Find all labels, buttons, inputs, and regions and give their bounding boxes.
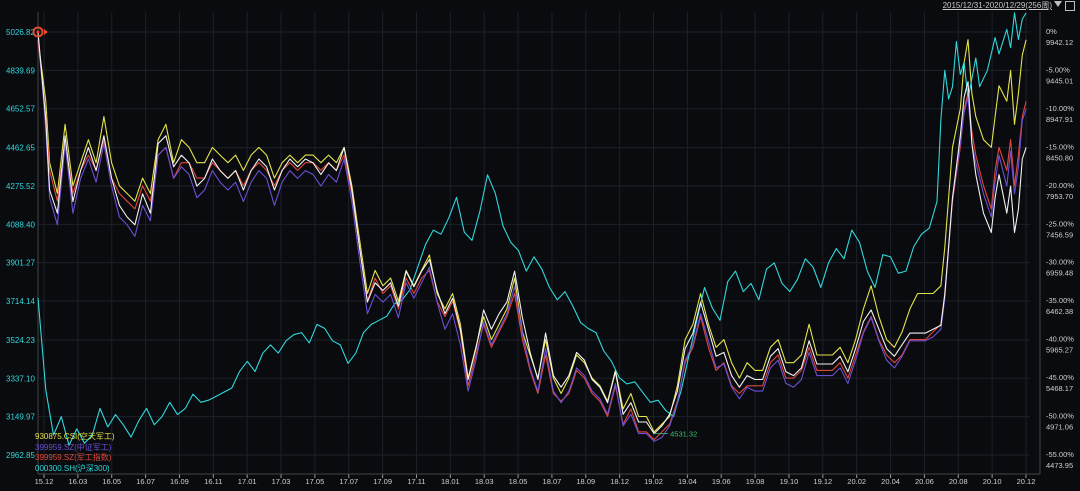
x-tick-label: 15.12 — [35, 477, 54, 486]
series-line — [37, 39, 1027, 441]
x-tick-label: 16.05 — [102, 477, 121, 486]
x-tick-label: 18.05 — [509, 477, 528, 486]
y-left-tick-label: 5026.82 — [6, 28, 35, 37]
x-tick-label: 17.09 — [373, 477, 392, 486]
x-tick-label: 20.02 — [847, 477, 866, 486]
y-right-value-tick: 4473.95 — [1046, 461, 1073, 470]
x-tick-label: 18.09 — [576, 477, 595, 486]
y-right-value-tick: 5468.17 — [1046, 384, 1073, 393]
x-tick-label: 18.03 — [475, 477, 494, 486]
y-right-value-tick: 6462.38 — [1046, 307, 1073, 316]
y-right-pct-tick: -10.00% — [1046, 104, 1074, 113]
y-right-pct-tick: -30.00% — [1046, 258, 1074, 267]
x-tick-label: 19.06 — [712, 477, 731, 486]
y-right-pct-tick: 0% — [1046, 27, 1057, 36]
legend-item: 399959.SZ(中证军工) — [35, 442, 112, 452]
y-left-tick-label: 4275.52 — [6, 182, 35, 191]
y-left-tick-label: 4652.57 — [6, 105, 35, 114]
min-annotation-label: 4531.32 — [670, 430, 697, 439]
y-right-value-tick: 9445.01 — [1046, 76, 1073, 85]
y-left-tick-label: 4088.40 — [6, 220, 35, 229]
x-tick-label: 18.07 — [543, 477, 562, 486]
x-tick-label: 17.05 — [306, 477, 325, 486]
series-line — [37, 39, 1027, 433]
x-tick-label: 16.07 — [136, 477, 155, 486]
y-right-pct-tick: -15.00% — [1046, 142, 1074, 151]
start-marker-arrow-icon — [44, 29, 48, 35]
y-left-tick-label: 2962.85 — [6, 451, 35, 460]
checkbox-icon[interactable] — [1065, 1, 1075, 11]
x-tick-label: 20.04 — [881, 477, 900, 486]
x-tick-label: 16.03 — [68, 477, 87, 486]
y-right-value-tick: 7953.70 — [1046, 192, 1073, 201]
y-right-pct-tick: -55.00% — [1046, 450, 1074, 459]
y-left-tick-label: 3901.27 — [6, 259, 35, 268]
y-right-value-tick: 7456.59 — [1046, 230, 1073, 239]
y-right-value-tick: 8450.80 — [1046, 153, 1073, 162]
legend-item: 000300.SH(沪深300) — [35, 463, 110, 473]
y-right-value-tick: 6959.48 — [1046, 269, 1073, 278]
x-tick-label: 17.03 — [272, 477, 291, 486]
x-tick-label: 20.12 — [1017, 477, 1036, 486]
y-left-tick-label: 3524.23 — [6, 336, 35, 345]
x-tick-label: 20.06 — [915, 477, 934, 486]
start-marker-dot — [36, 30, 40, 34]
x-tick-label: 19.04 — [678, 477, 697, 486]
x-tick-label: 20.08 — [949, 477, 968, 486]
x-tick-label: 17.11 — [407, 477, 425, 486]
y-right-value-tick: 8947.91 — [1046, 115, 1073, 124]
y-right-pct-tick: -25.00% — [1046, 219, 1074, 228]
y-left-tick-label: 3714.14 — [6, 297, 35, 306]
x-tick-label: 16.09 — [170, 477, 189, 486]
y-left-tick-label: 4839.69 — [6, 66, 35, 75]
dropdown-arrow-icon[interactable] — [1054, 1, 1062, 7]
series-line — [37, 12, 1027, 446]
y-right-pct-tick: -5.00% — [1046, 65, 1070, 74]
legend-item: 930875.CSI(空天军工) — [35, 432, 115, 441]
x-tick-label: 18.12 — [610, 477, 629, 486]
y-right-value-tick: 4971.06 — [1046, 423, 1073, 432]
y-right-pct-tick: -40.00% — [1046, 335, 1074, 344]
series-line — [37, 31, 1027, 442]
y-right-pct-tick: -20.00% — [1046, 181, 1074, 190]
y-left-tick-label: 3337.10 — [6, 374, 35, 383]
y-right-value-tick: 5965.27 — [1046, 346, 1073, 355]
x-tick-label: 19.12 — [813, 477, 832, 486]
x-tick-label: 18.01 — [441, 477, 460, 486]
y-right-pct-tick: -50.00% — [1046, 412, 1074, 421]
y-left-tick-label: 3149.97 — [6, 413, 35, 422]
y-left-tick-label: 4462.65 — [6, 144, 35, 153]
x-tick-label: 19.02 — [644, 477, 663, 486]
start-marker-icon — [32, 26, 44, 38]
legend-item: 399959.SZ(军工指数) — [35, 453, 112, 462]
x-tick-label: 17.07 — [339, 477, 358, 486]
x-tick-label: 17.01 — [238, 477, 257, 486]
y-right-pct-tick: -35.00% — [1046, 296, 1074, 305]
x-tick-label: 20.10 — [983, 477, 1002, 486]
chart-legend: 930875.CSI(空天军工) 399959.SZ(中证军工) 399959.… — [35, 432, 115, 474]
y-right-pct-tick: -45.00% — [1046, 373, 1074, 382]
x-tick-label: 16.11 — [204, 477, 222, 486]
series-line — [37, 31, 1027, 435]
x-tick-label: 19.10 — [780, 477, 799, 486]
date-range-selector[interactable]: 2015/12/31-2020/12/29(256周) — [942, 1, 1052, 10]
x-tick-label: 19.08 — [746, 477, 765, 486]
y-right-value-tick: 9942.12 — [1046, 38, 1073, 47]
